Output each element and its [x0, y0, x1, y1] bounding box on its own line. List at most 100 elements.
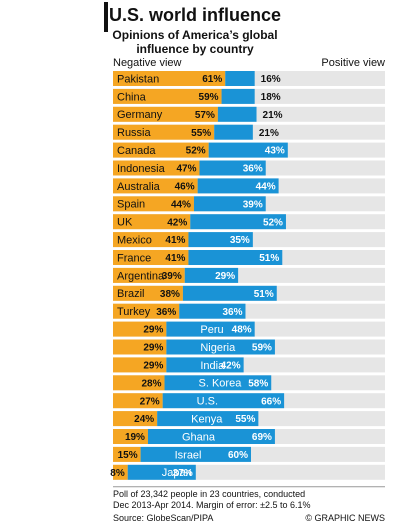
data-label: 41% [165, 235, 185, 246]
bar [113, 71, 226, 86]
data-label: 21% [259, 128, 279, 139]
category-label: Canada [117, 145, 156, 157]
data-label: 51% [254, 289, 274, 300]
category-label: U.S. [197, 396, 218, 408]
bar [113, 393, 163, 409]
data-label: 35% [230, 235, 250, 246]
data-label: 29% [143, 325, 163, 336]
category-label: India [200, 360, 225, 372]
category-label: Turkey [117, 306, 151, 318]
bar [113, 464, 128, 480]
data-label: 69% [252, 432, 272, 443]
data-label: 46% [175, 182, 195, 193]
note: Poll of 23,342 people in 23 countries, c… [113, 489, 305, 499]
data-label: 18% [261, 92, 281, 103]
bar [147, 429, 275, 444]
data-label: 29% [143, 343, 163, 354]
category-label: Mexico [117, 235, 152, 247]
category-label: China [117, 91, 147, 103]
data-label: 44% [171, 199, 191, 210]
data-label: 55% [235, 414, 255, 425]
data-label: 47% [176, 164, 196, 175]
bar [157, 411, 259, 427]
category-label: Japan [162, 467, 192, 479]
data-label: 61% [202, 74, 222, 85]
bar [190, 214, 286, 230]
category-label: Germany [117, 109, 163, 121]
bar [113, 411, 158, 427]
category-label: Kenya [191, 414, 223, 426]
data-label: 29% [143, 361, 163, 372]
bar [113, 321, 167, 337]
data-label: 39% [243, 199, 263, 210]
data-label: 38% [160, 289, 180, 300]
bar [113, 375, 165, 391]
data-label: 24% [134, 414, 154, 425]
bar [208, 142, 288, 158]
bar [113, 106, 218, 122]
bar [164, 375, 272, 391]
data-label: 19% [125, 432, 145, 443]
category-label: UK [117, 217, 133, 229]
category-label: Indonesia [117, 163, 166, 175]
category-label: S. Korea [199, 378, 243, 390]
source: Source: GlobeScan/PIPA [113, 513, 213, 523]
data-label: 60% [228, 450, 248, 461]
data-label: 59% [199, 92, 219, 103]
bar [113, 357, 167, 373]
bar [214, 124, 253, 140]
bar [199, 160, 266, 176]
category-label: Ghana [182, 431, 216, 443]
data-label: 37% [173, 468, 193, 479]
bar [217, 106, 257, 122]
data-label: 55% [191, 128, 211, 139]
bar [113, 142, 209, 158]
category-label: Nigeria [200, 342, 236, 354]
bar [113, 124, 215, 140]
data-label: 44% [256, 182, 276, 193]
category-label: Israel [175, 449, 202, 461]
bar [113, 214, 191, 230]
bar [140, 446, 251, 462]
bar [113, 160, 200, 176]
bar [193, 196, 266, 212]
data-label: 36% [222, 307, 242, 318]
bar [188, 232, 253, 248]
bar [113, 446, 141, 462]
bar [166, 321, 255, 337]
data-label: 58% [248, 378, 268, 389]
bar [184, 267, 239, 283]
data-label: 41% [165, 253, 185, 264]
category-label: Spain [117, 199, 145, 211]
data-label: 51% [259, 253, 279, 264]
bar [113, 196, 194, 212]
bar [113, 178, 198, 194]
bar [182, 285, 277, 301]
bar [166, 357, 244, 373]
bar [225, 71, 255, 86]
data-label: 36% [156, 307, 176, 318]
data-label: 52% [186, 146, 206, 157]
bar [113, 88, 222, 104]
category-label: France [117, 252, 151, 264]
bar [113, 285, 183, 301]
data-label: 42% [221, 361, 241, 372]
legend-positive: Positive view [321, 57, 385, 69]
data-label: 42% [167, 217, 187, 228]
data-label: 66% [261, 396, 281, 407]
data-label: 36% [243, 164, 263, 175]
bar [113, 303, 180, 319]
bar [179, 303, 246, 319]
bar [127, 464, 196, 480]
bar [113, 267, 185, 283]
bar [113, 250, 189, 265]
note: Dec 2013-Apr 2014. Margin of error: ±2.5… [113, 500, 311, 510]
data-label: 29% [215, 271, 235, 282]
data-label: 57% [195, 110, 215, 121]
chart-subtitle: Opinions of America’s global influence by… [112, 28, 277, 56]
bar [113, 429, 148, 444]
bar [188, 250, 283, 265]
bar [113, 339, 167, 355]
data-label: 15% [118, 450, 138, 461]
